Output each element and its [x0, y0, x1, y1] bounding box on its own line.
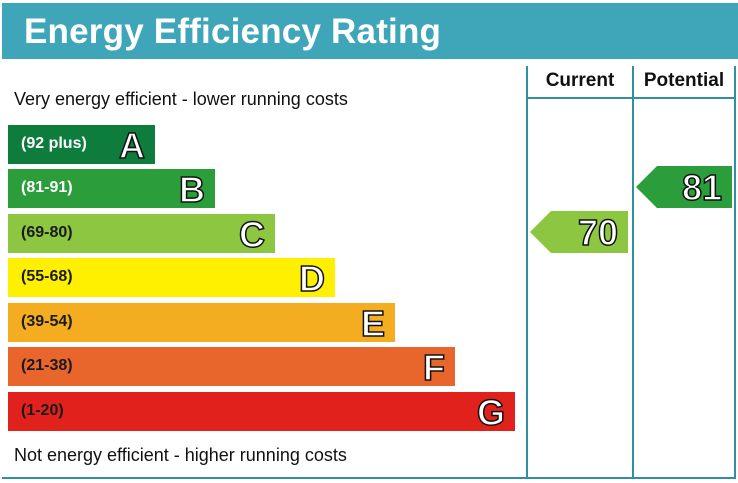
top-note: Very energy efficient - lower running co…: [14, 89, 348, 109]
band-letter: A: [118, 124, 146, 167]
band-letter: B: [178, 168, 206, 211]
divider-current: [526, 66, 528, 479]
band-letter: C: [238, 213, 266, 256]
band-bar-c: (69-80) C: [8, 213, 275, 256]
band-bar-g: (1-20) G: [8, 391, 515, 434]
divider-potential: [632, 66, 634, 479]
chart-title: Energy Efficiency Rating: [24, 12, 442, 51]
bottom-rule: [2, 477, 736, 479]
band-range-label: (1-20): [21, 402, 64, 419]
bottom-note: Not energy efficient - higher running co…: [14, 445, 347, 465]
column-header-rule: [526, 97, 736, 99]
potential-rating-arrow: 81: [636, 166, 732, 209]
band-bar-a: (92 plus) A: [8, 124, 155, 167]
current-rating-arrow: 70: [530, 211, 628, 254]
band-bar-d: (55-68) D: [8, 257, 335, 300]
band-range-label: (21-38): [21, 357, 73, 374]
band-letter: G: [476, 391, 506, 434]
column-potential-header: Potential: [643, 70, 725, 91]
divider-right: [734, 66, 736, 479]
band-bar-e: (39-54) E: [8, 302, 395, 345]
band-letter: F: [422, 346, 446, 389]
band-range-label: (39-54): [21, 313, 73, 330]
column-current-header: Current: [545, 70, 615, 91]
header-bar: Energy Efficiency Rating: [2, 3, 738, 59]
band-range-label: (55-68): [21, 268, 73, 285]
band-letter: D: [298, 257, 326, 300]
band-bar-b: (81-91) B: [8, 168, 215, 211]
band-range-label: (92 plus): [21, 135, 87, 152]
potential-rating-value: 81: [681, 166, 723, 209]
current-rating-value: 70: [577, 211, 619, 254]
band-bar-f: (21-38) F: [8, 346, 455, 389]
band-range-label: (69-80): [21, 224, 73, 241]
band-letter: E: [360, 302, 386, 345]
band-range-label: (81-91): [21, 179, 73, 196]
